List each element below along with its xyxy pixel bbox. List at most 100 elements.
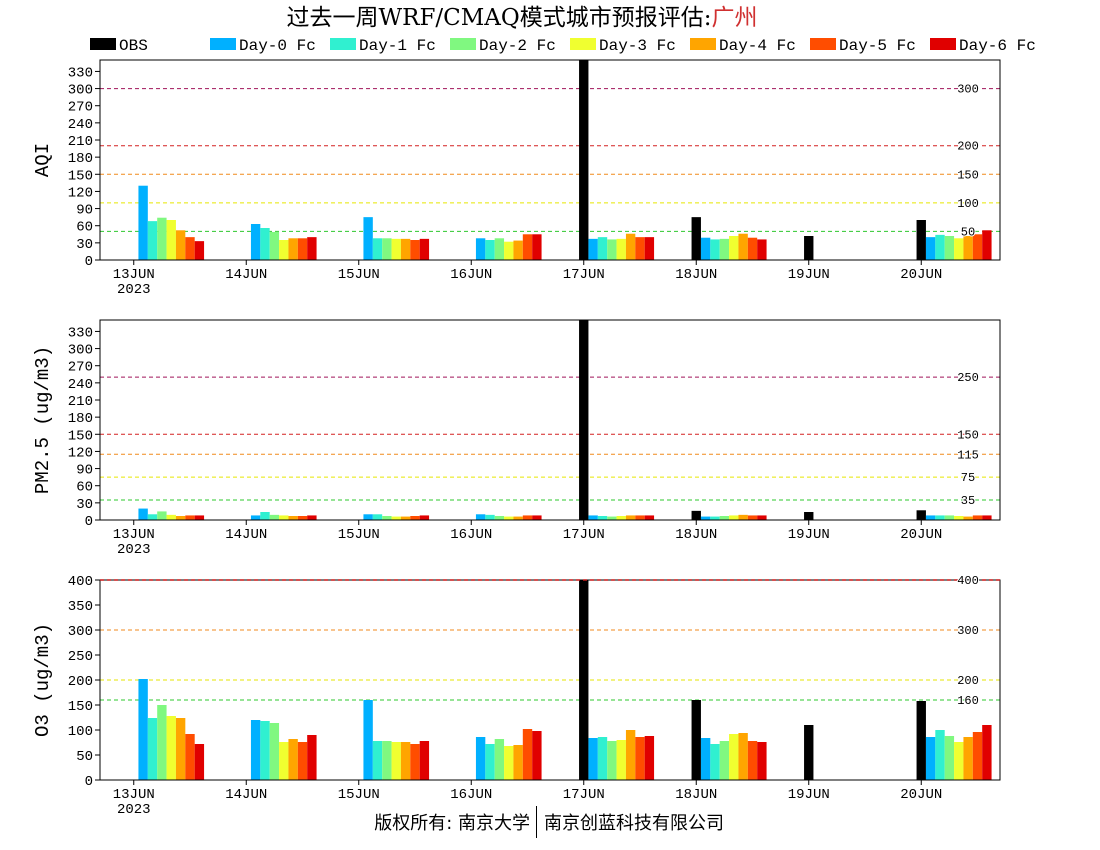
pm25-bar-day-3-fc-14jun [279, 515, 289, 520]
aqi-bar-day-4-fc-13jun [175, 230, 186, 260]
aqi-y-tick-label: 150 [68, 168, 93, 184]
aqi-bar-obs-17jun [579, 60, 589, 260]
pm25-y-axis-title: PM2.5 (ug/m3) [32, 346, 54, 494]
o3-bar-day-0-fc-15jun [363, 700, 373, 780]
legend-item-day-3-fc: Day-3 Fc [570, 37, 676, 55]
pm25-bar-day-4-fc-16jun [513, 516, 523, 520]
o3-bar-day-4-fc-17jun [625, 730, 636, 780]
aqi-bar-day-2-fc-20jun [944, 236, 955, 260]
pm25-bar-day-0-fc-16jun [475, 514, 486, 520]
aqi-reference-label-200: 200 [957, 140, 979, 154]
o3-y-tick-label: 350 [68, 599, 93, 615]
pm25-bar-day-1-fc-15jun [372, 514, 383, 520]
legend-label-day-6-fc: Day-6 Fc [959, 37, 1036, 55]
pm25-bar-day-3-fc-15jun [391, 516, 401, 520]
pm25-bar-day-2-fc-16jun [494, 516, 505, 520]
aqi-bar-obs-19jun [804, 236, 814, 260]
o3-y-tick-label: 200 [68, 674, 93, 690]
aqi-bar-day-5-fc-16jun [522, 234, 533, 260]
o3-y-tick-label: 150 [68, 699, 93, 715]
aqi-bar-day-2-fc-15jun [382, 238, 392, 260]
o3-bars [138, 580, 992, 780]
pm25-y-tick-label: 240 [68, 377, 93, 393]
aqi-bar-day-6-fc-15jun [419, 238, 430, 260]
o3-bar-day-6-fc-16jun [532, 731, 542, 780]
aqi-x-axis: 13JUN 14JUN 15JUN 16JUN 17JUN 18JUN 19JUN 20JUN… [113, 260, 942, 298]
o3-x-tick-label: 16JUN [450, 787, 492, 803]
legend-item-day-5-fc: Day-5 Fc [810, 37, 916, 55]
pm25-bar-day-4-fc-20jun [963, 516, 973, 520]
aqi-y-tick-label: 0 [85, 254, 93, 270]
o3-bar-day-4-fc-15jun [400, 742, 411, 780]
aqi-bar-day-0-fc-17jun [588, 238, 598, 260]
aqi-bars [138, 60, 992, 260]
pm25-reference-label-150: 150 [957, 428, 979, 442]
aqi-x-year-label: 2023 [117, 282, 151, 298]
legend-label-day-2-fc: Day-2 Fc [479, 37, 556, 55]
pm25-bar-day-1-fc-18jun [710, 516, 720, 520]
aqi-x-tick-label: 15JUN [338, 267, 380, 283]
footer-company: 南京创蓝科技有限公司 [544, 813, 724, 834]
o3-y-tick-label: 300 [68, 624, 93, 640]
o3-bar-day-3-fc-15jun [391, 742, 401, 780]
pm25-bar-day-4-fc-17jun [625, 515, 636, 520]
o3-bar-day-2-fc-15jun [382, 741, 392, 780]
aqi-bar-day-3-fc-13jun [166, 220, 176, 260]
o3-bar-day-0-fc-14jun [250, 720, 261, 780]
legend-swatch-day-3-fc [570, 38, 596, 50]
pm25-x-tick-label: 18JUN [675, 527, 717, 543]
pm25-x-tick-label: 13JUN [113, 527, 155, 543]
aqi-x-tick-label: 17JUN [563, 267, 605, 283]
pm25-y-tick-label: 150 [68, 428, 93, 444]
footer-copyright: 版权所有: 南京大学 [374, 813, 530, 834]
legend-swatch-day-6-fc [930, 38, 956, 50]
aqi-y-tick-label: 210 [68, 134, 93, 150]
legend-label-day-3-fc: Day-3 Fc [599, 37, 676, 55]
aqi-bar-day-6-fc-16jun [532, 234, 542, 260]
o3-bar-day-5-fc-17jun [635, 737, 645, 780]
aqi-x-tick-label: 13JUN [113, 267, 155, 283]
pm25-y-tick-label: 120 [68, 445, 93, 461]
pm25-bar-day-0-fc-18jun [700, 516, 711, 520]
pm25-bar-day-5-fc-16jun [522, 515, 533, 520]
pm25-bar-day-0-fc-15jun [363, 514, 373, 520]
o3-bar-day-3-fc-17jun [616, 740, 626, 780]
pm25-bar-day-4-fc-14jun [288, 516, 298, 520]
pm25-bar-day-6-fc-17jun [644, 515, 655, 520]
pm25-reference-label-35: 35 [961, 494, 975, 508]
legend-item-obs: OBS [90, 37, 148, 55]
aqi-bar-day-0-fc-16jun [475, 238, 486, 260]
aqi-bar-obs-18jun [691, 217, 701, 260]
aqi-bar-day-1-fc-13jun [147, 221, 158, 260]
aqi-bar-day-4-fc-16jun [513, 240, 523, 260]
aqi-y-tick-label: 60 [76, 220, 93, 236]
pm25-bar-day-5-fc-20jun [972, 515, 983, 520]
pm25-bar-day-1-fc-14jun [260, 512, 270, 520]
aqi-bar-day-2-fc-17jun [607, 239, 617, 260]
pm25-reference-label-250: 250 [957, 371, 979, 385]
aqi-bar-day-6-fc-20jun [982, 230, 992, 260]
aqi-y-tick-label: 300 [68, 83, 93, 99]
pm25-bar-day-0-fc-20jun [925, 515, 936, 520]
o3-bar-day-2-fc-14jun [269, 723, 280, 780]
aqi-bar-day-1-fc-17jun [597, 237, 608, 260]
legend: OBS Day-0 Fc Day-1 Fc Day-2 Fc Day-3 Fc Day-4… [90, 37, 1036, 55]
aqi-bar-day-2-fc-16jun [494, 238, 505, 260]
aqi-reference-label-150: 150 [957, 168, 979, 182]
o3-bar-day-2-fc-16jun [494, 739, 505, 780]
pm25-x-axis: 13JUN 14JUN 15JUN 16JUN 17JUN 18JUN 19JUN 20JUN… [113, 520, 942, 558]
o3-bar-day-2-fc-17jun [607, 741, 617, 780]
o3-reference-label-300: 300 [957, 624, 979, 638]
o3-bar-day-1-fc-15jun [372, 741, 383, 780]
aqi-bar-day-1-fc-20jun [935, 234, 945, 260]
aqi-y-tick-label: 270 [68, 100, 93, 116]
aqi-bar-day-0-fc-18jun [700, 237, 711, 260]
aqi-bar-day-6-fc-13jun [194, 241, 205, 260]
pm25-y-tick-label: 180 [68, 411, 93, 427]
pm25-x-tick-label: 20JUN [900, 527, 942, 543]
o3-bar-day-1-fc-18jun [710, 744, 720, 780]
aqi-bar-day-5-fc-18jun [747, 237, 758, 260]
